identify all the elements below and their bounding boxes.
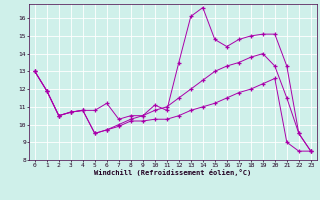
X-axis label: Windchill (Refroidissement éolien,°C): Windchill (Refroidissement éolien,°C) [94,169,252,176]
